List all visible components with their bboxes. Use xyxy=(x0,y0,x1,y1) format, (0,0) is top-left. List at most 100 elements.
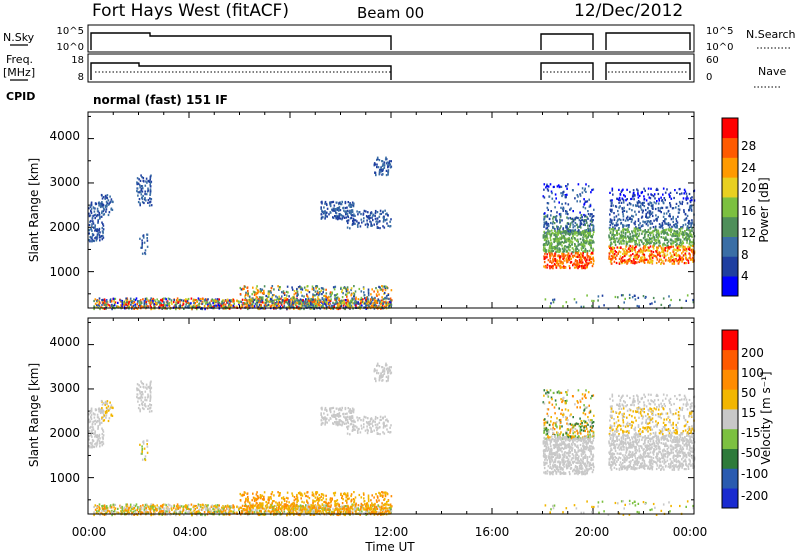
range-gate-cell xyxy=(209,305,211,308)
range-gate-cell xyxy=(688,209,690,212)
range-gate-cell xyxy=(335,215,338,218)
range-gate-cell xyxy=(300,291,302,294)
range-gate-cell xyxy=(225,299,227,302)
range-gate-cell xyxy=(580,247,583,250)
range-gate-cell xyxy=(96,507,98,510)
range-gate-cell xyxy=(580,264,583,268)
range-gate-cell xyxy=(558,240,561,243)
range-gate-cell xyxy=(543,257,546,261)
range-gate-cell xyxy=(320,287,323,290)
range-gate-cell xyxy=(273,298,276,302)
range-gate-cell xyxy=(579,194,582,197)
range-gate-cell xyxy=(655,261,658,265)
range-gate-cell xyxy=(336,307,338,310)
range-gate-cell xyxy=(608,245,610,248)
range-gate-cell xyxy=(650,260,652,263)
range-gate-cell xyxy=(144,196,146,200)
range-gate-cell xyxy=(665,258,667,261)
range-gate-cell xyxy=(550,266,552,269)
range-gate-cell xyxy=(94,226,96,229)
range-gate-cell xyxy=(643,230,645,233)
range-gate-cell xyxy=(681,240,684,243)
range-gate-cell xyxy=(378,511,380,514)
power-ytick-3000: 3000 xyxy=(49,175,80,189)
range-gate-cell xyxy=(142,194,144,198)
beam-label: Beam 00 xyxy=(357,4,424,22)
range-gate-cell xyxy=(554,231,557,234)
range-gate-cell xyxy=(621,197,624,200)
range-gate-cell xyxy=(281,291,283,294)
range-gate-cell xyxy=(565,185,568,188)
range-gate-cell xyxy=(676,221,679,224)
range-gate-cell xyxy=(678,231,681,235)
range-gate-cell xyxy=(311,300,314,303)
range-gate-cell xyxy=(302,301,305,304)
range-gate-cell xyxy=(130,509,132,512)
range-gate-cell xyxy=(586,235,588,238)
range-gate-cell xyxy=(557,184,560,187)
range-gate-cell xyxy=(263,304,266,307)
range-gate-cell xyxy=(251,300,253,303)
range-gate-cell xyxy=(152,301,154,304)
range-gate-cell xyxy=(612,252,614,255)
range-gate-cell xyxy=(675,240,678,243)
range-gate-cell xyxy=(687,261,690,264)
range-gate-cell xyxy=(145,177,148,180)
range-gate-cell xyxy=(628,296,631,300)
range-gate-cell xyxy=(678,200,681,204)
range-gate-cell xyxy=(628,244,631,247)
range-gate-cell xyxy=(545,237,547,240)
range-gate-cell xyxy=(347,300,350,303)
range-gate-cell xyxy=(552,225,554,228)
range-gate-cell xyxy=(266,505,269,508)
range-gate-cell xyxy=(634,194,636,197)
range-gate-cell xyxy=(269,290,271,293)
range-gate-cell xyxy=(649,258,652,261)
range-gate-cell xyxy=(583,198,585,201)
range-gate-cell xyxy=(266,297,269,300)
range-gate-cell xyxy=(350,293,353,296)
range-gate-cell xyxy=(236,305,238,308)
range-gate-cell xyxy=(639,201,641,204)
range-gate-cell xyxy=(574,233,576,236)
range-gate-cell xyxy=(584,207,587,210)
range-gate-cell xyxy=(367,297,369,300)
range-gate-cell xyxy=(137,407,140,410)
range-gate-cell xyxy=(223,302,225,305)
range-gate-cell xyxy=(666,188,668,191)
range-gate-cell xyxy=(329,291,332,294)
range-gate-cell xyxy=(136,187,139,190)
range-gate-cell xyxy=(569,241,571,244)
range-gate-cell xyxy=(104,411,107,415)
range-gate-cell xyxy=(546,185,549,188)
range-gate-cell xyxy=(346,213,349,216)
range-gate-cell xyxy=(686,241,688,244)
range-gate-cell xyxy=(624,195,626,198)
range-gate-cell xyxy=(579,222,582,225)
range-gate-cell xyxy=(319,307,322,310)
range-gate-cell xyxy=(135,297,138,300)
range-gate-cell xyxy=(386,297,388,300)
range-gate-cell xyxy=(625,217,628,220)
range-gate-cell xyxy=(384,305,386,308)
range-gate-cell xyxy=(683,238,686,241)
range-gate-cell xyxy=(101,433,104,436)
range-gate-cell xyxy=(552,238,555,241)
range-gate-cell xyxy=(676,249,679,252)
range-gate-cell xyxy=(226,298,229,301)
range-gate-cell xyxy=(549,260,552,263)
range-gate-cell xyxy=(381,289,384,292)
range-gate-cell xyxy=(547,240,550,243)
range-gate-cell xyxy=(257,289,259,292)
range-gate-cell xyxy=(279,297,281,300)
range-gate-cell xyxy=(614,295,617,299)
range-gate-cell xyxy=(137,182,140,185)
range-gate-cell xyxy=(277,302,280,305)
range-gate-cell xyxy=(590,235,592,238)
range-gate-cell xyxy=(609,220,611,224)
range-gate-cell xyxy=(362,301,365,304)
range-gate-cell xyxy=(571,247,574,250)
range-gate-cell xyxy=(677,254,680,257)
range-gate-cell xyxy=(140,452,142,455)
range-gate-cell xyxy=(255,287,258,290)
